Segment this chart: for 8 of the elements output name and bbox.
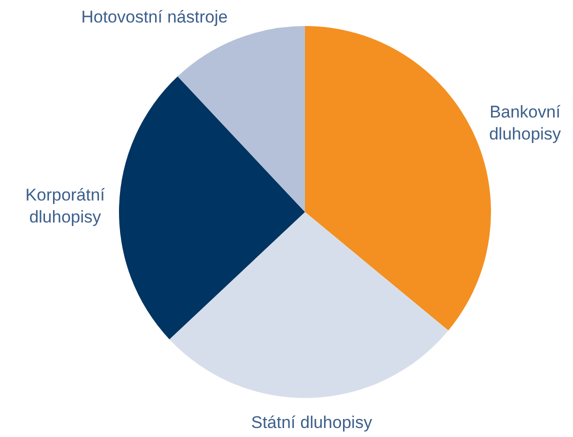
slice-label: Státní dluhopisy: [251, 412, 373, 432]
pie-slice: [119, 76, 305, 340]
slice-label: Bankovní dluhopisy: [489, 102, 562, 144]
slice-label: Hotovostní nástroje: [81, 8, 228, 27]
pie-slice: [169, 212, 448, 398]
pie-slice: [305, 26, 491, 331]
slice-label: Korporátní dluhopisy: [25, 185, 106, 226]
pie-slice: [178, 26, 305, 212]
